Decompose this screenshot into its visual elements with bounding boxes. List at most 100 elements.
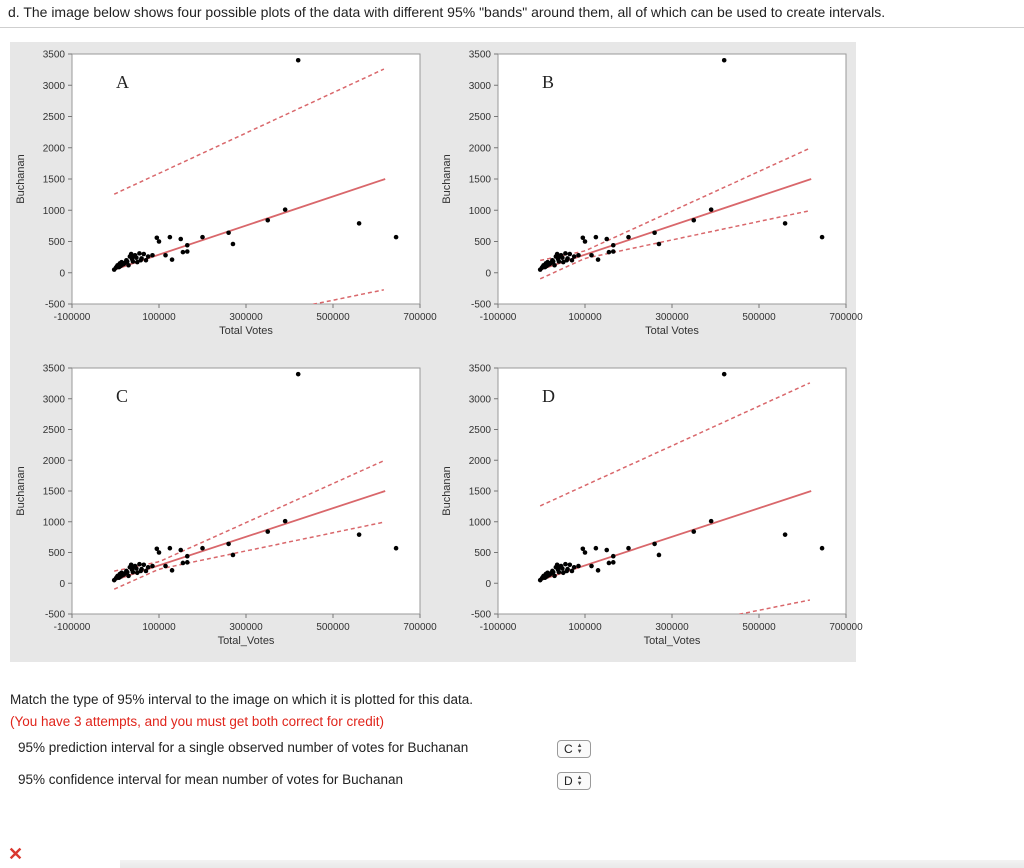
data-point (180, 249, 186, 255)
data-point (282, 518, 288, 524)
data-point (610, 560, 616, 565)
y-tick-label: 500 (48, 548, 65, 559)
data-point (156, 550, 162, 555)
y-axis-title: Buchanan (15, 154, 27, 204)
y-tick-label: 1000 (469, 206, 492, 217)
data-point (656, 552, 662, 558)
data-point (134, 566, 139, 571)
prediction-select[interactable]: C ▲ ▼ (557, 740, 591, 758)
x-axis-title: Total_Votes (218, 635, 275, 647)
fit-line (539, 178, 812, 271)
data-point (552, 573, 557, 579)
data-point (295, 371, 301, 377)
data-point (184, 560, 190, 565)
x-axis-title: Total Votes (219, 325, 273, 337)
panel-letter-d: D (542, 386, 555, 406)
data-point (567, 562, 573, 568)
data-point (295, 57, 301, 63)
incorrect-x-icon: ✕ (8, 844, 24, 864)
x-tick-label: 100000 (568, 622, 602, 633)
panel-letter-c: C (116, 386, 128, 406)
fit-line (539, 490, 812, 582)
data-point (552, 262, 557, 268)
y-tick-label: 2500 (43, 112, 66, 123)
y-tick-label: 500 (474, 237, 491, 248)
plot-area (71, 367, 421, 615)
data-point (265, 217, 271, 223)
data-point (393, 234, 399, 240)
data-point (126, 573, 131, 579)
y-tick-label: 3000 (469, 81, 492, 92)
data-point (567, 251, 573, 257)
data-point (604, 547, 610, 553)
plot-area (71, 53, 421, 305)
data-point (226, 230, 231, 236)
bottom-bar (120, 860, 1024, 868)
data-point (180, 560, 186, 566)
y-tick-label: 3000 (43, 394, 66, 405)
data-point (184, 553, 190, 559)
data-point (560, 259, 566, 265)
y-tick-label: 3500 (469, 50, 492, 61)
data-point (656, 241, 662, 247)
data-point (150, 252, 155, 258)
data-point (356, 532, 362, 537)
plot-marks (537, 57, 825, 280)
x-tick-label: 300000 (229, 622, 263, 633)
data-point (184, 249, 190, 254)
x-axis-title: Total Votes (645, 325, 699, 337)
y-tick-label: -500 (45, 610, 65, 621)
data-point (593, 545, 599, 551)
data-point (708, 207, 714, 212)
data-point (582, 239, 588, 244)
data-point (569, 568, 575, 574)
y-tick-label: 2000 (469, 143, 492, 154)
plot-area (497, 367, 847, 615)
data-point (556, 259, 562, 264)
data-point (145, 254, 151, 259)
data-point (126, 262, 131, 268)
confidence-select[interactable]: D ▲ ▼ (557, 772, 591, 790)
data-point (167, 545, 173, 551)
data-point (130, 569, 136, 575)
y-tick-label: 3500 (469, 364, 492, 375)
y-tick-label: 0 (59, 268, 65, 279)
y-tick-label: 1500 (43, 175, 66, 186)
fit-line (113, 490, 386, 582)
lower-band-line (113, 521, 385, 590)
data-point (184, 242, 190, 248)
x-axis-title: Total_Votes (644, 635, 701, 647)
lower-band-line (539, 209, 811, 280)
data-point (139, 256, 144, 261)
y-tick-label: 0 (485, 268, 491, 279)
x-tick-label: 500000 (316, 312, 350, 323)
plot-marks (537, 371, 825, 614)
data-point (721, 57, 727, 63)
data-point (550, 569, 556, 575)
question-prompt: Match the type of 95% interval to the im… (10, 692, 474, 707)
x-tick-label: 300000 (655, 312, 689, 323)
y-tick-label: 1000 (469, 517, 492, 528)
plot-marks (111, 57, 399, 304)
x-tick-label: 700000 (403, 312, 437, 323)
data-point (167, 234, 173, 240)
y-tick-label: 1000 (43, 206, 66, 217)
data-point (652, 541, 657, 547)
data-point (606, 560, 612, 566)
x-tick-label: 300000 (655, 622, 689, 633)
data-point (169, 257, 175, 262)
y-axis-title: Buchanan (441, 154, 453, 204)
data-point (563, 561, 568, 567)
data-point (143, 257, 149, 263)
data-point (124, 569, 130, 575)
data-point (595, 568, 601, 573)
x-tick-label: 700000 (403, 622, 437, 633)
data-point (163, 252, 168, 258)
panel-letter-a: A (116, 72, 129, 92)
data-point (819, 234, 825, 240)
data-point (563, 251, 568, 256)
y-tick-label: 3500 (43, 50, 66, 61)
item-confidence-label: 95% confidence interval for mean number … (18, 772, 403, 787)
data-point (134, 570, 140, 576)
plot-panel-b: 3500 3000 2500 2000 1500 1000 500 0 -500-100000 1… (441, 50, 863, 338)
